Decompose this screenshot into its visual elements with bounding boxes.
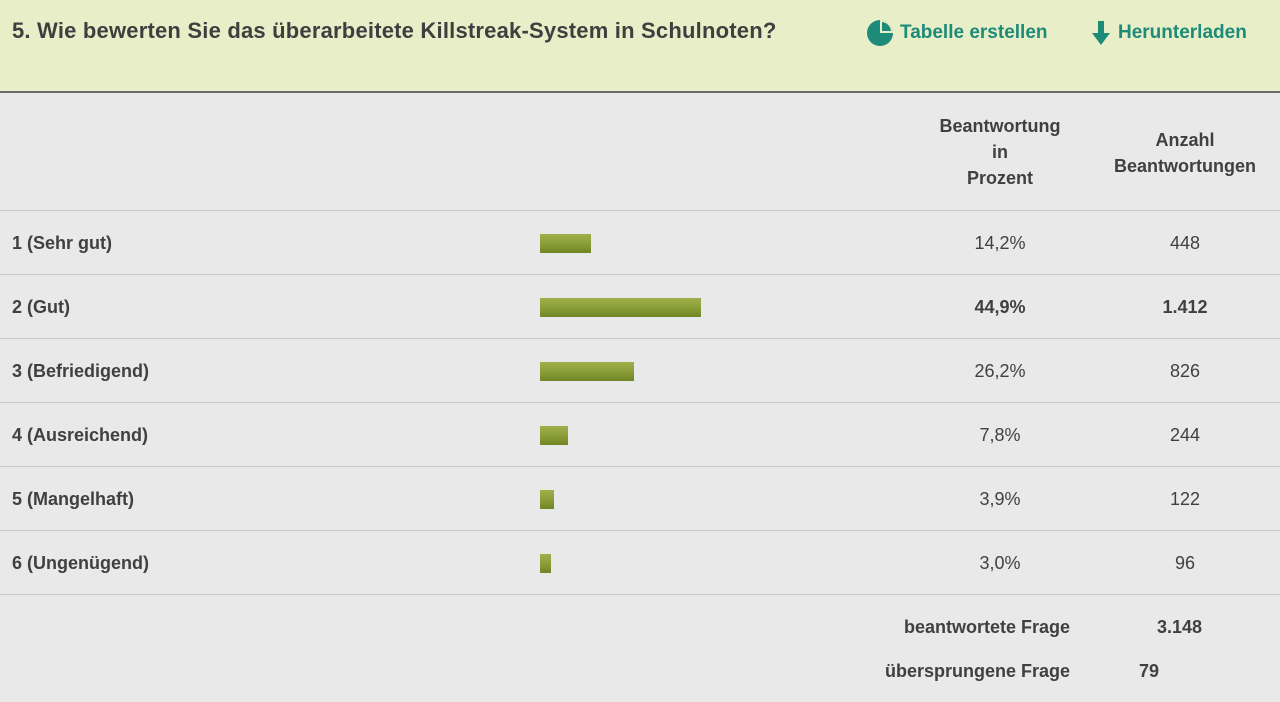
row-count: 122 [1169, 489, 1201, 509]
percent-bar [540, 362, 634, 381]
row-percent: 7,8% [979, 425, 1021, 445]
row-percent: 3,9% [979, 489, 1021, 509]
question-title: 5. Wie bewerten Sie das überarbeitete Ki… [12, 18, 777, 43]
create-table-label: Tabelle erstellen [900, 22, 1048, 43]
row-count: 1.412 [1162, 297, 1208, 317]
table-header: Beantwortung in Prozent Anzahl Beantwort… [0, 93, 1280, 211]
pie-chart-icon [866, 19, 894, 47]
row-percent: 26,2% [974, 361, 1026, 381]
table-row: 5 (Mangelhaft) 3,9% 122 [0, 467, 1280, 531]
row-label: 1 (Sehr gut) [12, 233, 113, 253]
percent-bar [540, 554, 551, 573]
header-count: Anzahl Beantwortungen [1114, 130, 1256, 176]
table-row: 1 (Sehr gut) 14,2% 448 [0, 211, 1280, 275]
skipped-value: 79 [1139, 661, 1160, 681]
percent-bar [540, 298, 701, 317]
row-label: 2 (Gut) [12, 297, 70, 317]
table-row: 2 (Gut) 44,9% 1.412 [0, 275, 1280, 339]
row-label: 4 (Ausreichend) [12, 425, 149, 445]
download-link[interactable]: Herunterladen [1090, 18, 1247, 48]
create-table-link[interactable]: Tabelle erstellen [866, 18, 1048, 48]
table-row: 3 (Befriedigend) 26,2% 826 [0, 339, 1280, 403]
answered-value: 3.148 [1157, 617, 1203, 637]
row-count: 826 [1169, 361, 1201, 381]
row-percent: 44,9% [974, 297, 1026, 317]
row-percent: 14,2% [974, 233, 1026, 253]
table-row: 4 (Ausreichend) 7,8% 244 [0, 403, 1280, 467]
row-label: 5 (Mangelhaft) [12, 489, 135, 509]
download-arrow-icon [1090, 19, 1112, 47]
row-label: 3 (Befriedigend) [12, 361, 150, 381]
row-count: 448 [1169, 233, 1201, 253]
header-percent: Beantwortung in Prozent [939, 116, 1061, 188]
download-label: Herunterladen [1118, 22, 1247, 43]
skipped-label: übersprungene Frage [884, 661, 1070, 681]
table-row: 6 (Ungenügend) 3,0% 96 [0, 531, 1280, 595]
percent-bar [540, 490, 554, 509]
row-count: 96 [1174, 553, 1196, 573]
question-header: 5. Wie bewerten Sie das überarbeitete Ki… [0, 0, 1280, 93]
row-label: 6 (Ungenügend) [12, 553, 149, 573]
row-percent: 3,0% [979, 553, 1021, 573]
row-count: 244 [1169, 425, 1201, 445]
answered-label: beantwortete Frage [903, 617, 1070, 637]
percent-bar [540, 426, 568, 445]
percent-bar [540, 234, 591, 253]
